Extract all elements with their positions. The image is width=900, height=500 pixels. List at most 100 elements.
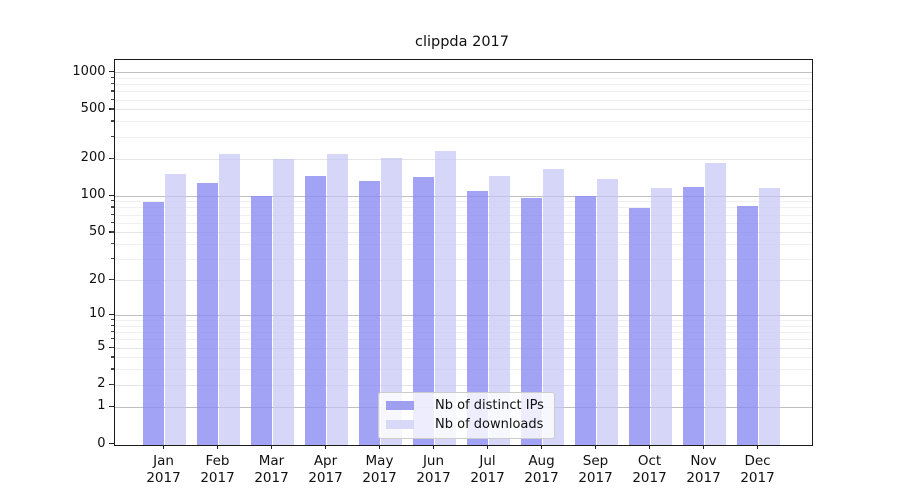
bar-jan-distinct-ips: [142, 201, 165, 445]
x-tick-label-jun: Jun 2017: [416, 452, 451, 486]
gridline-3: [114, 369, 812, 371]
y-tick-label-1000: 1000: [72, 63, 106, 79]
y-tick-mark: [109, 313, 114, 316]
y-minor-tick-mark: [111, 135, 114, 137]
gridline-70: [114, 214, 812, 216]
x-tick-label-sep: Sep 2017: [578, 452, 613, 486]
y-tick-mark: [109, 71, 114, 73]
y-tick-label-500: 500: [80, 100, 106, 116]
y-minor-tick-mark: [111, 76, 114, 78]
bar-oct-downloads: [650, 187, 673, 445]
y-minor-tick-mark: [111, 338, 114, 340]
plot-area: [113, 58, 813, 446]
legend-row-distinct-ips: Nb of distinct IPs: [386, 398, 544, 413]
gridline-800: [114, 84, 812, 86]
gridline-5: [114, 347, 812, 349]
bar-sep-distinct-ips: [574, 196, 597, 445]
x-tick-mark: [163, 444, 165, 449]
y-minor-tick-mark: [111, 231, 114, 233]
x-tick-mark: [217, 444, 219, 449]
bar-sep-downloads: [596, 179, 619, 445]
y-minor-tick-mark: [111, 383, 114, 386]
bar-may-downloads: [380, 158, 403, 445]
gridline-300: [114, 136, 812, 138]
gridline-30: [114, 259, 812, 261]
y-minor-tick-mark: [111, 157, 114, 159]
gridline-20: [114, 280, 812, 282]
x-tick-mark: [703, 444, 705, 449]
gridline-100: [114, 195, 812, 197]
y-minor-tick-mark: [111, 120, 114, 122]
x-tick-label-aug: Aug 2017: [524, 452, 559, 486]
bar-oct-distinct-ips: [628, 207, 651, 445]
y-minor-tick-mark: [111, 368, 114, 370]
gridline-4: [114, 357, 812, 359]
legend-label-downloads: Nb of downloads: [435, 417, 544, 432]
y-minor-tick-mark: [111, 98, 114, 100]
y-tick-label-5: 5: [97, 339, 106, 355]
x-tick-label-jul: Jul 2017: [470, 452, 505, 486]
bar-jul-downloads: [488, 176, 511, 445]
y-minor-tick-mark: [111, 258, 114, 260]
gridline-200: [114, 158, 812, 160]
gridline-80: [114, 207, 812, 209]
x-tick-label-dec: Dec 2017: [740, 452, 775, 486]
legend: Nb of distinct IPs Nb of downloads: [378, 392, 555, 439]
y-tick-label-20: 20: [88, 271, 106, 287]
x-tick-mark: [757, 444, 759, 449]
gridline-50: [114, 232, 812, 234]
x-tick-label-oct: Oct 2017: [632, 452, 667, 486]
bar-aug-distinct-ips: [520, 198, 543, 445]
y-tick-label-0: 0: [97, 435, 106, 451]
y-minor-tick-mark: [111, 221, 114, 223]
y-tick-label-2: 2: [97, 376, 106, 392]
bar-jun-downloads: [434, 151, 457, 445]
gridline-9: [114, 320, 812, 322]
x-tick-mark: [595, 444, 597, 449]
y-minor-tick-mark: [111, 243, 114, 245]
x-tick-mark: [541, 444, 543, 449]
gridline-500: [114, 109, 812, 111]
y-minor-tick-mark: [111, 200, 114, 202]
bar-dec-distinct-ips: [736, 206, 759, 445]
y-minor-tick-mark: [111, 279, 114, 281]
bar-nov-downloads: [704, 162, 727, 445]
y-minor-tick-mark: [111, 83, 114, 85]
y-tick-mark: [109, 443, 114, 445]
gridline-7: [114, 332, 812, 334]
y-tick-label-10: 10: [88, 306, 106, 322]
y-tick-label-200: 200: [80, 150, 106, 166]
bar-aug-downloads: [542, 169, 565, 445]
legend-swatch-distinct-ips-icon: [386, 401, 414, 410]
y-minor-tick-mark: [111, 324, 114, 326]
gridline-700: [114, 91, 812, 93]
y-tick-mark: [109, 405, 114, 407]
gridline-600: [114, 99, 812, 101]
y-minor-tick-mark: [111, 90, 114, 92]
y-minor-tick-mark: [111, 213, 114, 215]
y-tick-mark: [109, 194, 114, 196]
gridline-90: [114, 201, 812, 203]
gridline-2: [114, 384, 812, 386]
gridline-40: [114, 244, 812, 246]
bar-apr-downloads: [326, 154, 349, 445]
x-tick-label-apr: Apr 2017: [308, 452, 343, 486]
bar-mar-downloads: [272, 159, 295, 445]
y-minor-tick-mark: [111, 206, 114, 208]
x-tick-mark: [325, 444, 327, 449]
y-minor-tick-mark: [111, 356, 114, 358]
x-tick-mark: [433, 444, 435, 449]
x-tick-mark: [649, 444, 651, 449]
chart-title: clippda 2017: [414, 34, 510, 50]
legend-label-distinct-ips: Nb of distinct IPs: [435, 398, 544, 413]
y-minor-tick-mark: [111, 346, 114, 348]
bar-jun-distinct-ips: [412, 177, 435, 445]
x-tick-label-jan: Jan 2017: [146, 452, 181, 486]
gridline-8: [114, 325, 812, 327]
bar-mar-distinct-ips: [250, 196, 273, 445]
legend-swatch-downloads-icon: [386, 420, 414, 429]
x-tick-label-feb: Feb 2017: [200, 452, 235, 486]
gridline-60: [114, 222, 812, 224]
x-tick-mark: [487, 444, 489, 449]
